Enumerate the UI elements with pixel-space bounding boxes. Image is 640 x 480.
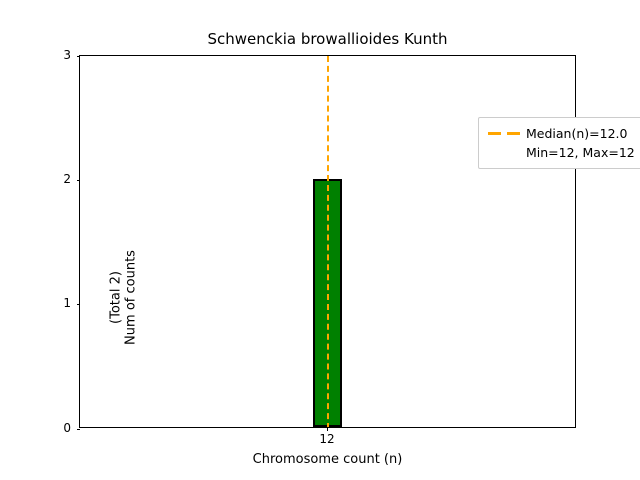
legend-entry-minmax: Min=12, Max=12	[526, 145, 635, 160]
legend-entry-median: Median(n)=12.0	[526, 126, 628, 141]
ytick-label-1: 1	[63, 296, 71, 311]
ytick-mark-1	[76, 304, 80, 306]
xtick-label-12: 12	[319, 432, 335, 446]
x-axis-label: Chromosome count (n)	[252, 452, 403, 467]
ytick-label-2: 2	[63, 172, 71, 187]
ytick-mark-3	[76, 56, 80, 57]
xtick-mark-12	[327, 427, 328, 431]
legend-text: Median(n)=12.0 Min=12, Max=12	[522, 124, 640, 162]
y-axis-label-total: (Total 2)	[108, 271, 124, 324]
ytick-mark-0	[76, 429, 80, 430]
legend: Median(n)=12.0 Min=12, Max=12	[478, 117, 640, 169]
plot-area: Num of counts (Total 2) Median(n)=12.0 M…	[76, 55, 640, 431]
ytick-label-0: 0	[63, 421, 71, 435]
chart-title: Schwenckia browallioides Kunth	[207, 30, 448, 48]
bars-layer	[80, 56, 575, 427]
median-line	[327, 56, 329, 427]
ytick-label-3: 3	[63, 48, 71, 62]
legend-median-line-icon	[486, 126, 522, 141]
y-axis-label: Num of counts	[123, 250, 139, 345]
ytick-mark-2	[76, 180, 80, 182]
